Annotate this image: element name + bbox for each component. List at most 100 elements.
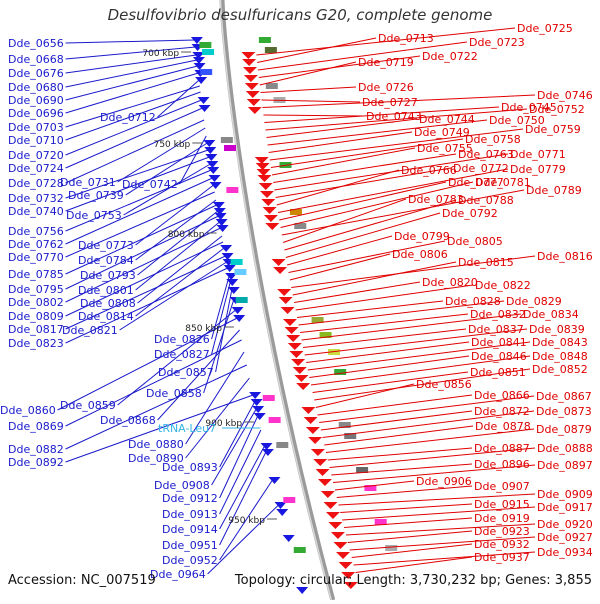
left-gene-label: Dde_0823: [8, 337, 64, 350]
gene-arrow-reverse: [192, 57, 205, 64]
right-leader-line: [264, 106, 500, 123]
left-gene-label: Dde_0742: [122, 178, 178, 191]
left-leader-line: [65, 85, 200, 128]
kbp-tick-label: 700 kbp: [142, 49, 179, 59]
gene-arrow-reverse: [274, 502, 287, 509]
right-gene-label: Dde_0792: [442, 207, 498, 220]
gene-arrow-reverse: [190, 37, 203, 44]
left-gene-label: Dde_0712: [100, 111, 156, 124]
left-gene-label: Dde_0784: [78, 254, 134, 267]
right-leader-line: [331, 463, 473, 476]
right-leader-line: [303, 328, 467, 348]
right-gene-label: Dde_0887: [474, 442, 530, 455]
right-gene-label: Dde_0867: [536, 390, 592, 403]
right-gene-label: Dde_0927: [537, 531, 593, 544]
right-gene-label: Dde_0727: [362, 96, 418, 109]
right-gene-label: Dde_0725: [517, 22, 573, 35]
right-gene-label: Dde_0822: [475, 279, 531, 292]
gene-arrow-forward: [338, 562, 353, 569]
left-leader-line: [219, 415, 259, 499]
right-gene-label: Dde_0750: [489, 114, 545, 127]
gene-arrow-reverse: [249, 392, 262, 399]
right-leader-line: [304, 328, 528, 356]
gene-arrow-forward: [305, 427, 320, 434]
right-gene-label: Dde_0779: [510, 163, 566, 176]
left-gene-label: Dde_0676: [8, 67, 64, 80]
left-leader-line: [219, 429, 262, 515]
right-leader-line: [344, 517, 473, 528]
right-leader-line: [301, 313, 522, 341]
gene-arrow-reverse: [252, 406, 265, 413]
feature-block: [268, 417, 281, 423]
gene-arrow-forward: [315, 469, 330, 476]
gene-arrow-forward: [277, 289, 292, 296]
left-gene-label: Dde_0951: [162, 539, 218, 552]
gene-arrow-forward: [241, 52, 256, 59]
right-gene-label: Dde_0749: [414, 126, 470, 139]
gene-arrow-forward: [330, 532, 345, 539]
right-leader-line: [295, 284, 474, 311]
right-gene-label: Dde_0763: [458, 148, 514, 161]
feature-block: [283, 497, 296, 503]
gene-arrow-reverse: [250, 399, 263, 406]
feature-block: [224, 145, 237, 151]
right-gene-label: Dde_0832: [470, 308, 526, 321]
gene-arrow-forward: [265, 223, 280, 230]
left-gene-label: Dde_0809: [8, 310, 64, 323]
right-leader-line: [310, 355, 531, 386]
gene-arrow-forward: [328, 522, 343, 529]
right-leader-line: [314, 368, 531, 401]
left-gene-label: Dde_0770: [8, 251, 64, 264]
gene-arrow-forward: [341, 572, 356, 579]
feature-block: [226, 187, 239, 193]
left-gene-label: Dde_0795: [8, 283, 64, 296]
right-gene-label: Dde_0907: [474, 480, 530, 493]
right-leader-line: [285, 212, 441, 258]
kbp-tick-label: 800 kbp: [168, 230, 205, 240]
left-leader-line: [65, 91, 201, 141]
right-gene-label: Dde_0923: [474, 525, 530, 538]
gene-arrow-forward: [273, 267, 288, 274]
right-leader-line: [317, 394, 473, 416]
left-gene-label: Dde_0827: [154, 348, 210, 361]
left-leader-line: [123, 163, 211, 216]
gene-arrow-forward: [242, 59, 257, 66]
right-leader-line: [340, 503, 473, 513]
gene-arrow-reverse: [208, 175, 221, 182]
right-gene-label: Dde_0713: [378, 32, 434, 45]
right-gene-label: Dde_0852: [532, 363, 588, 376]
feature-block: [344, 433, 357, 439]
left-leader-line: [157, 79, 200, 118]
right-leader-line: [280, 181, 474, 228]
right-leader-line: [266, 118, 418, 138]
right-leader-line: [258, 55, 421, 78]
feature-block: [319, 332, 332, 338]
right-leader-line: [347, 530, 473, 543]
left-gene-label: Dde_0808: [80, 297, 136, 310]
feature-block: [220, 137, 233, 143]
left-gene-label: Dde_0882: [8, 443, 64, 456]
right-gene-label: Dde_0726: [358, 81, 414, 94]
left-gene-label: Dde_0821: [62, 324, 118, 337]
gene-arrow-forward: [282, 319, 297, 326]
left-leader-line: [117, 127, 206, 183]
right-gene-label: Dde_0755: [417, 142, 473, 155]
gene-arrow-forward: [284, 327, 299, 334]
gene-arrow-forward: [336, 552, 351, 559]
left-gene-label: Dde_0802: [8, 296, 64, 309]
accession-text: Accession: NC_007519: [8, 573, 156, 588]
left-gene-label: Dde_0680: [8, 81, 64, 94]
right-gene-label: Dde_0805: [447, 235, 503, 248]
right-gene-label: Dde_0834: [523, 308, 579, 321]
left-gene-label: Dde_0656: [8, 37, 64, 50]
feature-block: [202, 49, 215, 55]
right-leader-line: [277, 168, 509, 213]
left-gene-label: Dde_0724: [8, 162, 64, 175]
left-leader-line: [219, 451, 267, 546]
left-gene-label: Dde_0868: [100, 414, 156, 427]
right-gene-label: Dde_0919: [474, 512, 530, 525]
gene-arrow-reverse: [205, 154, 218, 161]
right-leader-line: [263, 114, 365, 117]
gene-arrow-reverse: [214, 213, 227, 220]
